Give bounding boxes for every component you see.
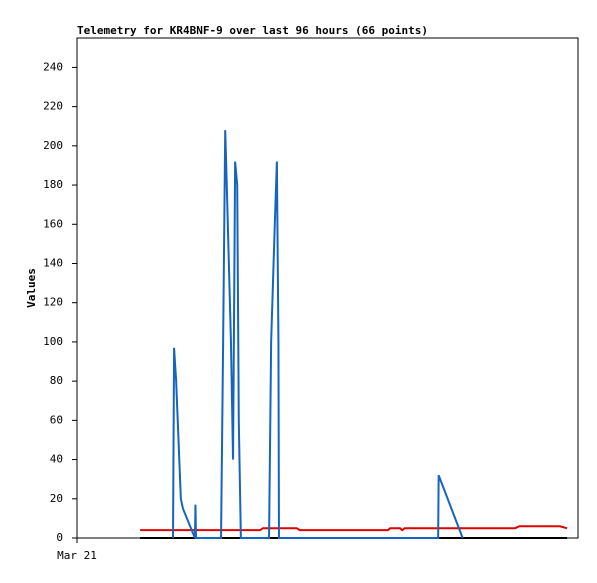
y-tick-label: 180 — [43, 178, 63, 191]
y-tick-label: 140 — [43, 256, 63, 269]
y-tick-label: 0 — [56, 531, 63, 544]
y-tick-label: 80 — [50, 374, 63, 387]
y-tick-label: 240 — [43, 60, 63, 73]
y-tick-label: 60 — [50, 413, 63, 426]
y-axis-label: Values — [25, 268, 38, 308]
y-tick-label: 100 — [43, 335, 63, 348]
y-tick-label: 200 — [43, 139, 63, 152]
series-line — [140, 525, 568, 532]
plot-frame — [76, 37, 579, 539]
x-tick-label: Mar 21 — [57, 549, 97, 562]
y-tick-label: 220 — [43, 100, 63, 113]
chart-title: Telemetry for KR4BNF-9 over last 96 hour… — [77, 24, 428, 37]
y-tick-label: 160 — [43, 217, 63, 230]
series-line — [172, 130, 464, 539]
y-tick-label: 40 — [50, 453, 63, 466]
y-tick-label: 120 — [43, 296, 63, 309]
y-tick-label: 20 — [50, 492, 63, 505]
